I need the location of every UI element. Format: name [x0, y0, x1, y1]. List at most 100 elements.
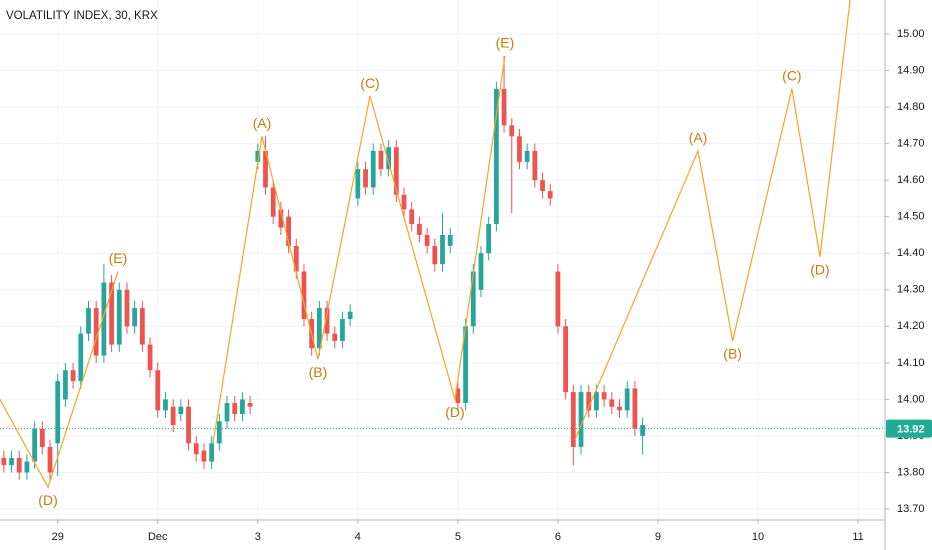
candle-body — [355, 169, 361, 199]
candle-body — [601, 392, 607, 400]
candle-body — [178, 406, 184, 415]
wave-label: (D) — [810, 262, 829, 278]
candle-body — [216, 421, 222, 444]
candle-body — [401, 194, 407, 210]
x-tick-label: 11 — [852, 531, 863, 543]
candle-body — [509, 125, 515, 137]
candle-body — [340, 319, 345, 341]
candle-body — [417, 224, 422, 235]
candle-body — [532, 150, 538, 181]
wave-label: (B) — [723, 346, 742, 362]
candle-body — [163, 399, 168, 411]
wave-line — [574, 0, 851, 440]
candle-body — [594, 392, 599, 411]
candle-body — [324, 308, 330, 334]
candle-body — [493, 88, 499, 225]
candle-body — [86, 308, 91, 334]
x-tick-label: 10 — [752, 531, 764, 543]
candle-body — [440, 234, 445, 265]
candle-body — [632, 388, 638, 429]
wave-label: (C) — [782, 68, 801, 84]
candle-body — [524, 150, 530, 162]
candle-body — [378, 150, 384, 170]
wave-label: (D) — [445, 404, 464, 420]
candle-body — [463, 326, 468, 404]
last-price-badge — [886, 419, 932, 438]
candle-body — [609, 399, 615, 407]
last-price-label: 13.92 — [897, 424, 925, 436]
candle-body — [16, 457, 22, 473]
y-tick-label: 14.60 — [897, 174, 925, 186]
y-tick-label: 14.30 — [897, 284, 925, 296]
x-tick-label: 4 — [355, 531, 361, 543]
candle-body — [93, 308, 99, 356]
x-tick-label: 9 — [655, 531, 661, 543]
wave-label: (E) — [109, 250, 128, 266]
y-tick-label: 14.70 — [897, 138, 925, 150]
candle-body — [347, 311, 353, 320]
candle-body — [386, 147, 392, 170]
grid — [0, 0, 885, 520]
y-tick-label: 14.40 — [897, 247, 925, 259]
candle-body — [32, 428, 38, 462]
candle-body — [263, 150, 268, 188]
candle-body — [24, 461, 30, 473]
y-tick-label: 14.90 — [897, 64, 925, 76]
plot-area — [0, 0, 885, 489]
candle-body — [301, 271, 307, 320]
candle-body — [363, 169, 368, 188]
x-tick-label: Dec — [148, 531, 168, 543]
candle-body — [201, 450, 207, 462]
candle-body — [147, 344, 153, 371]
y-tick-label: 13.80 — [897, 466, 925, 478]
candle-body — [278, 209, 284, 228]
candle-body — [447, 234, 453, 246]
candle-body — [470, 271, 476, 327]
candle-body — [409, 209, 415, 225]
candle-body — [247, 403, 253, 407]
candle-body — [540, 180, 545, 192]
candle-body — [124, 289, 130, 327]
wave-line — [0, 271, 119, 489]
y-tick-label: 14.00 — [897, 393, 925, 405]
candle-body — [501, 88, 507, 126]
wave-label: (B) — [309, 364, 328, 380]
candle-body — [316, 308, 322, 349]
candle-body — [478, 253, 484, 290]
candle-body — [517, 136, 522, 162]
candle-body — [101, 282, 107, 356]
candle-body — [186, 406, 191, 444]
y-tick-label: 14.50 — [897, 211, 925, 223]
y-tick-label: 15.00 — [897, 28, 925, 40]
candle-body — [432, 245, 438, 265]
wave-label: (E) — [496, 35, 515, 51]
candle-body — [332, 333, 338, 341]
candle-body — [555, 271, 561, 327]
wave-line — [212, 55, 506, 444]
candle-body — [624, 388, 630, 411]
candle-body — [547, 191, 553, 199]
candle-body — [286, 216, 291, 246]
y-tick-label: 14.20 — [897, 320, 925, 332]
candle-body — [1, 457, 7, 466]
candle-body — [55, 381, 61, 444]
candle-body — [224, 403, 230, 422]
chart-title: VOLATILITY INDEX, 30, KRX — [6, 10, 158, 22]
candle-body — [116, 289, 122, 345]
y-tick-label: 14.80 — [897, 101, 925, 113]
candle-body — [232, 403, 238, 415]
candle-body — [63, 370, 68, 400]
candle-body — [455, 388, 461, 404]
candle-body — [486, 224, 492, 254]
candle-body — [293, 245, 299, 272]
wave-label: (A) — [253, 115, 272, 131]
candle-body — [370, 150, 376, 188]
candle-body — [70, 370, 76, 382]
candle-body — [570, 392, 576, 447]
y-tick-label: 14.10 — [897, 357, 925, 369]
candle-body — [640, 424, 645, 436]
wave-label: (A) — [689, 130, 708, 146]
